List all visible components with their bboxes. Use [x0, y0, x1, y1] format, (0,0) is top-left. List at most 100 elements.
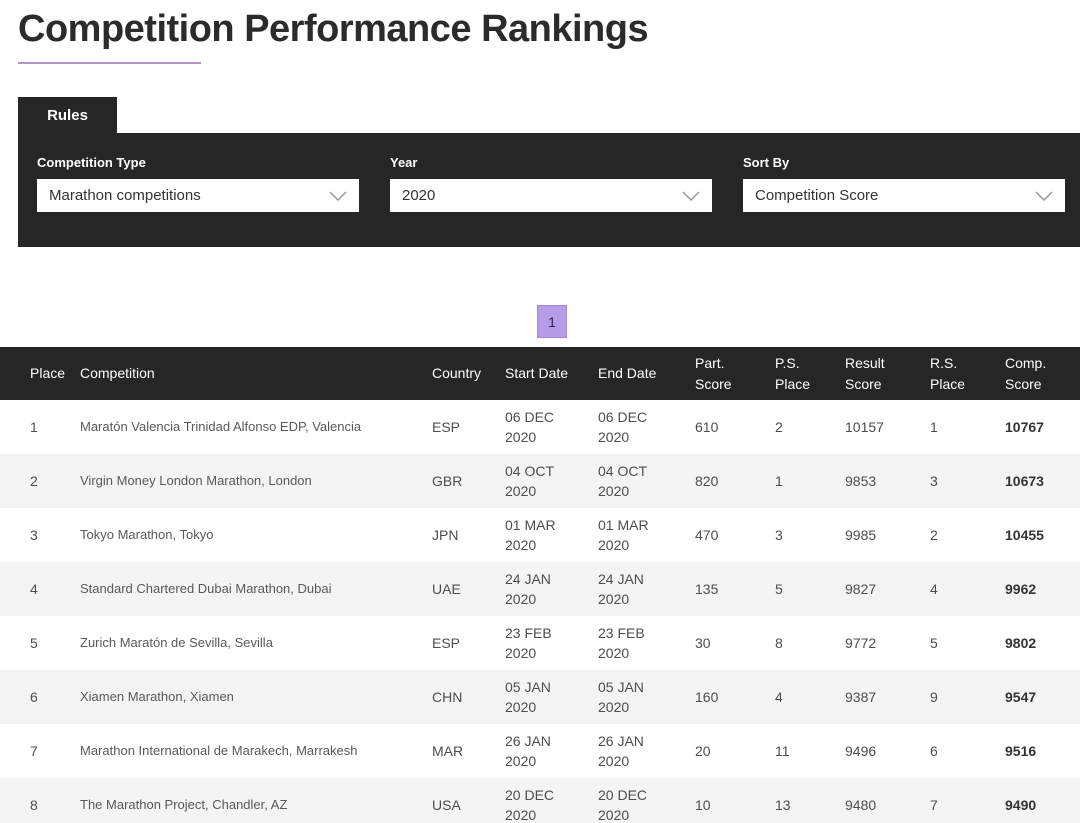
cell-place: 7: [30, 742, 38, 759]
page-title: Competition Performance Rankings: [18, 8, 649, 50]
chevron-down-icon: [682, 190, 700, 201]
cell-part_score: 470: [695, 526, 719, 543]
filter-group-sort-by: Sort By Competition Score: [743, 155, 1065, 212]
tab-rules[interactable]: Rules: [18, 97, 117, 134]
column-header-comp_score: Comp. Score: [1005, 347, 1080, 400]
cell-ps_place: 4: [775, 688, 783, 705]
chevron-down-icon: [1035, 190, 1053, 201]
cell-ps_place: 5: [775, 580, 783, 597]
table-row: 1 Maratón Valencia Trinidad Alfonso EDP, …: [0, 400, 1080, 454]
cell-end_date: 20 DEC 2020: [598, 786, 648, 823]
cell-comp_score: 9962: [1005, 580, 1037, 597]
cell-start_date: 26 JAN 2020: [505, 732, 551, 769]
filter-group-competition-type: Competition Type Marathon competitions: [37, 155, 359, 212]
cell-rs_place: 1: [930, 418, 938, 435]
cell-place: 1: [30, 418, 38, 435]
cell-rs_place: 4: [930, 580, 938, 597]
cell-place: 6: [30, 688, 38, 705]
cell-place: 3: [30, 526, 38, 543]
sort-by-value: Competition Score: [755, 187, 879, 204]
table-row: 7 Marathon International de Marakech, Mar…: [0, 724, 1080, 778]
cell-country: ESP: [432, 634, 461, 651]
cell-result_score: 9853: [845, 472, 877, 489]
cell-competition[interactable]: The Marathon Project, Chandler, AZ: [80, 796, 288, 812]
cell-start_date: 04 OCT 2020: [505, 462, 555, 499]
table-header-row: Place Competition Country Start Date End Dat…: [0, 347, 1080, 400]
column-header-place: Place: [0, 347, 80, 400]
cell-ps_place: 3: [775, 526, 783, 543]
cell-result_score: 9387: [845, 688, 877, 705]
competition-type-select[interactable]: Marathon competitions: [37, 179, 359, 212]
cell-rs_place: 5: [930, 634, 938, 651]
column-header-part_score: Part. Score: [695, 347, 775, 400]
cell-part_score: 135: [695, 580, 719, 597]
pagination-page-number: 1: [548, 313, 556, 330]
cell-start_date: 23 FEB 2020: [505, 624, 552, 661]
cell-start_date: 06 DEC 2020: [505, 408, 555, 445]
column-header-ps_place: P.S. Place: [775, 347, 845, 400]
column-header-result_score: Result Score: [845, 347, 930, 400]
table-row: 5 Zurich Maratón de Sevilla, Sevilla ESP 23…: [0, 616, 1080, 670]
cell-part_score: 160: [695, 688, 719, 705]
cell-rs_place: 9: [930, 688, 938, 705]
cell-start_date: 24 JAN 2020: [505, 570, 551, 607]
cell-end_date: 01 MAR 2020: [598, 516, 649, 553]
cell-competition[interactable]: Zurich Maratón de Sevilla, Sevilla: [80, 634, 273, 650]
cell-ps_place: 8: [775, 634, 783, 651]
cell-country: UAE: [432, 580, 461, 597]
cell-comp_score: 9516: [1005, 742, 1037, 759]
year-value: 2020: [402, 187, 436, 204]
sort-by-label: Sort By: [743, 155, 790, 170]
table-body: 1 Maratón Valencia Trinidad Alfonso EDP, …: [0, 400, 1080, 823]
cell-end_date: 06 DEC 2020: [598, 408, 648, 445]
cell-rs_place: 6: [930, 742, 938, 759]
table-row: 2 Virgin Money London Marathon, London GBR…: [0, 454, 1080, 508]
cell-end_date: 23 FEB 2020: [598, 624, 645, 661]
column-header-end_date: End Date: [598, 347, 695, 400]
cell-ps_place: 2: [775, 418, 783, 435]
cell-result_score: 9985: [845, 526, 877, 543]
cell-competition[interactable]: Tokyo Marathon, Tokyo: [80, 526, 214, 542]
cell-result_score: 9772: [845, 634, 877, 651]
table-row: 8 The Marathon Project, Chandler, AZ USA 20…: [0, 778, 1080, 823]
competition-type-value: Marathon competitions: [49, 187, 201, 204]
column-header-competition: Competition: [80, 347, 432, 400]
cell-comp_score: 10673: [1005, 472, 1044, 489]
cell-competition[interactable]: Marathon International de Marakech, Marr…: [80, 742, 358, 758]
year-label: Year: [390, 155, 418, 170]
cell-rs_place: 3: [930, 472, 938, 489]
column-header-start_date: Start Date: [505, 347, 598, 400]
cell-end_date: 24 JAN 2020: [598, 570, 644, 607]
chevron-down-icon: [329, 190, 347, 201]
pagination-page-1-button[interactable]: 1: [537, 305, 567, 338]
cell-start_date: 20 DEC 2020: [505, 786, 555, 823]
cell-competition[interactable]: Standard Chartered Dubai Marathon, Dubai: [80, 580, 332, 596]
cell-rs_place: 7: [930, 796, 938, 813]
cell-competition[interactable]: Xiamen Marathon, Xiamen: [80, 688, 234, 704]
cell-ps_place: 13: [775, 796, 791, 813]
cell-competition[interactable]: Virgin Money London Marathon, London: [80, 472, 312, 488]
cell-country: GBR: [432, 472, 463, 489]
cell-ps_place: 1: [775, 472, 783, 489]
sort-by-select[interactable]: Competition Score: [743, 179, 1065, 212]
cell-part_score: 30: [695, 634, 711, 651]
table-row: 6 Xiamen Marathon, Xiamen CHN 05 JAN 2020 05…: [0, 670, 1080, 724]
cell-start_date: 05 JAN 2020: [505, 678, 551, 715]
cell-place: 8: [30, 796, 38, 813]
cell-competition[interactable]: Maratón Valencia Trinidad Alfonso EDP, V…: [80, 418, 362, 434]
cell-rs_place: 2: [930, 526, 938, 543]
cell-comp_score: 9547: [1005, 688, 1037, 705]
cell-place: 5: [30, 634, 38, 651]
cell-start_date: 01 MAR 2020: [505, 516, 556, 553]
cell-end_date: 05 JAN 2020: [598, 678, 644, 715]
tab-rules-label: Rules: [47, 107, 88, 124]
cell-place: 4: [30, 580, 38, 597]
cell-result_score: 10157: [845, 418, 884, 435]
column-header-rs_place: R.S. Place: [930, 347, 1005, 400]
filter-group-year: Year 2020: [390, 155, 712, 212]
cell-country: ESP: [432, 418, 461, 435]
cell-end_date: 04 OCT 2020: [598, 462, 648, 499]
cell-comp_score: 10767: [1005, 418, 1044, 435]
year-select[interactable]: 2020: [390, 179, 712, 212]
cell-end_date: 26 JAN 2020: [598, 732, 644, 769]
